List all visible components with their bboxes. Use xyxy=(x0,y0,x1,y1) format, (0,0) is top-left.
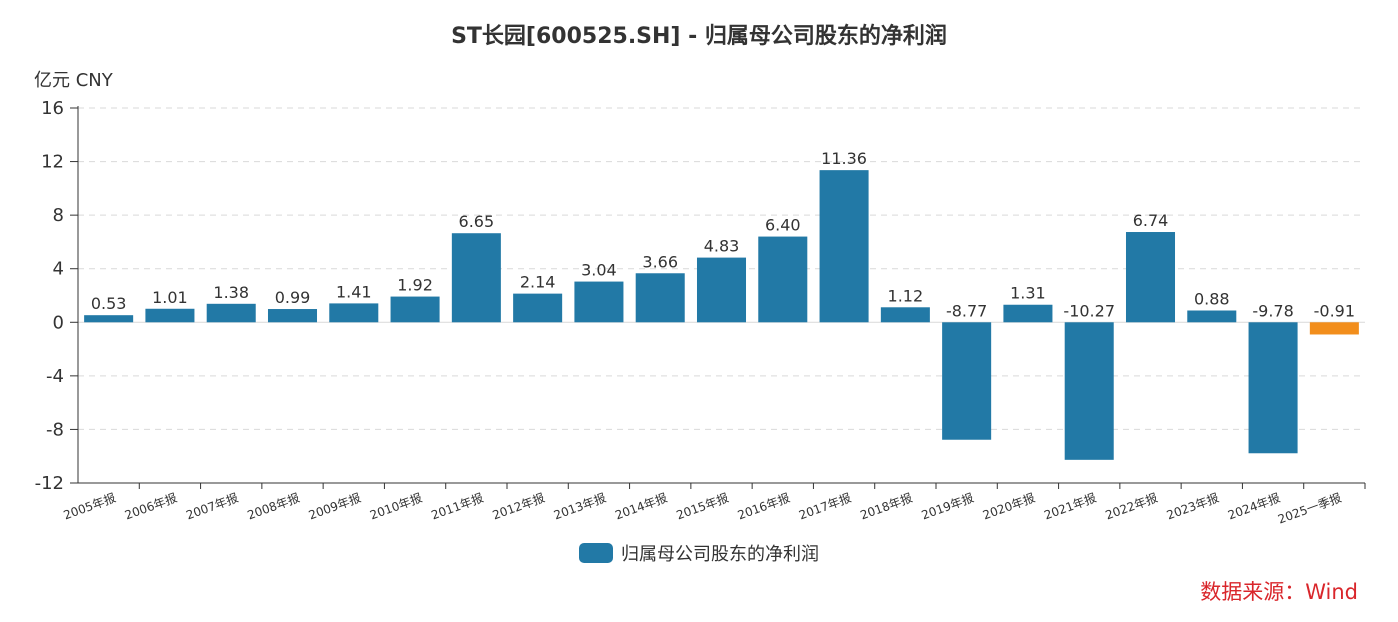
y-tick-label: 8 xyxy=(53,205,64,226)
x-tick-label: 2019年报 xyxy=(919,490,975,523)
bar xyxy=(1003,304,1053,323)
data-label: 1.41 xyxy=(336,282,372,301)
data-label: 1.31 xyxy=(1010,284,1046,303)
bar xyxy=(574,281,624,323)
legend[interactable]: 归属母公司股东的净利润 xyxy=(0,540,1398,566)
bar xyxy=(1248,322,1298,454)
data-label: 1.01 xyxy=(152,288,188,307)
bar xyxy=(819,170,869,323)
data-label: 6.74 xyxy=(1133,211,1169,230)
bar xyxy=(267,309,318,323)
data-label: 0.53 xyxy=(91,294,127,313)
y-tick-label: 0 xyxy=(53,312,64,333)
x-tick-label: 2025一季报 xyxy=(1276,490,1344,527)
bar xyxy=(942,322,992,440)
bar xyxy=(513,293,563,323)
bar xyxy=(1309,322,1359,335)
bar xyxy=(635,273,685,323)
bar xyxy=(145,308,195,323)
x-tick-label: 2012年报 xyxy=(490,490,546,523)
data-label: -10.27 xyxy=(1063,301,1115,320)
x-tick-label: 2023年报 xyxy=(1164,490,1220,523)
bar xyxy=(1125,232,1176,323)
data-label: 3.66 xyxy=(642,252,678,271)
data-label: 1.38 xyxy=(213,283,249,302)
bar xyxy=(758,236,808,323)
x-tick-label: 2018年报 xyxy=(858,490,914,523)
legend-swatch xyxy=(579,543,613,563)
x-tick-label: 2010年报 xyxy=(368,490,424,523)
x-tick-label: 2024年报 xyxy=(1226,490,1282,523)
y-tick-label: -4 xyxy=(46,366,64,387)
x-tick-label: 2017年报 xyxy=(797,490,853,523)
bar xyxy=(206,303,256,323)
y-tick-label: -12 xyxy=(35,473,64,494)
x-tick-label: 2011年报 xyxy=(429,490,485,523)
bar xyxy=(84,315,134,323)
data-label: 6.40 xyxy=(765,216,801,235)
x-tick-label: 2009年报 xyxy=(306,490,362,523)
x-tick-label: 2015年报 xyxy=(674,490,730,523)
y-axis-unit-label: 亿元 CNY xyxy=(34,70,113,91)
x-tick-label: 2022年报 xyxy=(1103,490,1159,523)
y-tick-label: 12 xyxy=(41,152,64,173)
data-label: 2.14 xyxy=(520,273,556,292)
x-tick-label: 2006年报 xyxy=(123,490,179,523)
data-label: -9.78 xyxy=(1252,301,1293,320)
bar xyxy=(329,303,379,323)
data-label: -0.91 xyxy=(1314,301,1355,320)
x-tick-label: 2020年报 xyxy=(981,490,1037,523)
bar xyxy=(1064,322,1114,460)
y-tick-label: 4 xyxy=(53,259,64,280)
bar xyxy=(696,257,747,323)
x-tick-label: 2014年报 xyxy=(613,490,669,523)
x-tick-label: 2007年报 xyxy=(184,490,240,523)
y-tick-label: 16 xyxy=(41,98,64,119)
data-label: 11.36 xyxy=(821,149,867,168)
x-tick-label: 2005年报 xyxy=(61,490,117,523)
legend-label: 归属母公司股东的净利润 xyxy=(621,544,819,565)
bar xyxy=(390,296,440,323)
x-tick-label: 2016年报 xyxy=(735,490,791,523)
data-label: 6.65 xyxy=(459,212,495,231)
data-label: 3.04 xyxy=(581,261,617,280)
data-label: 1.92 xyxy=(397,276,433,295)
x-tick-label: 2013年报 xyxy=(552,490,608,523)
y-tick-label: -8 xyxy=(46,419,64,440)
x-tick-label: 2021年报 xyxy=(1042,490,1098,523)
data-label: 0.99 xyxy=(275,288,311,307)
bar xyxy=(1187,310,1237,323)
x-tick-label: 2008年报 xyxy=(245,490,301,523)
data-label: 0.88 xyxy=(1194,290,1230,309)
data-source-label: 数据来源：Wind xyxy=(1200,580,1358,604)
data-label: 4.83 xyxy=(704,237,740,256)
data-label: 1.12 xyxy=(888,286,924,305)
bar xyxy=(451,233,501,323)
bar xyxy=(880,307,930,323)
chart-title: ST长园[600525.SH] - 归属母公司股东的净利润 xyxy=(451,24,947,49)
data-label: -8.77 xyxy=(946,301,987,320)
